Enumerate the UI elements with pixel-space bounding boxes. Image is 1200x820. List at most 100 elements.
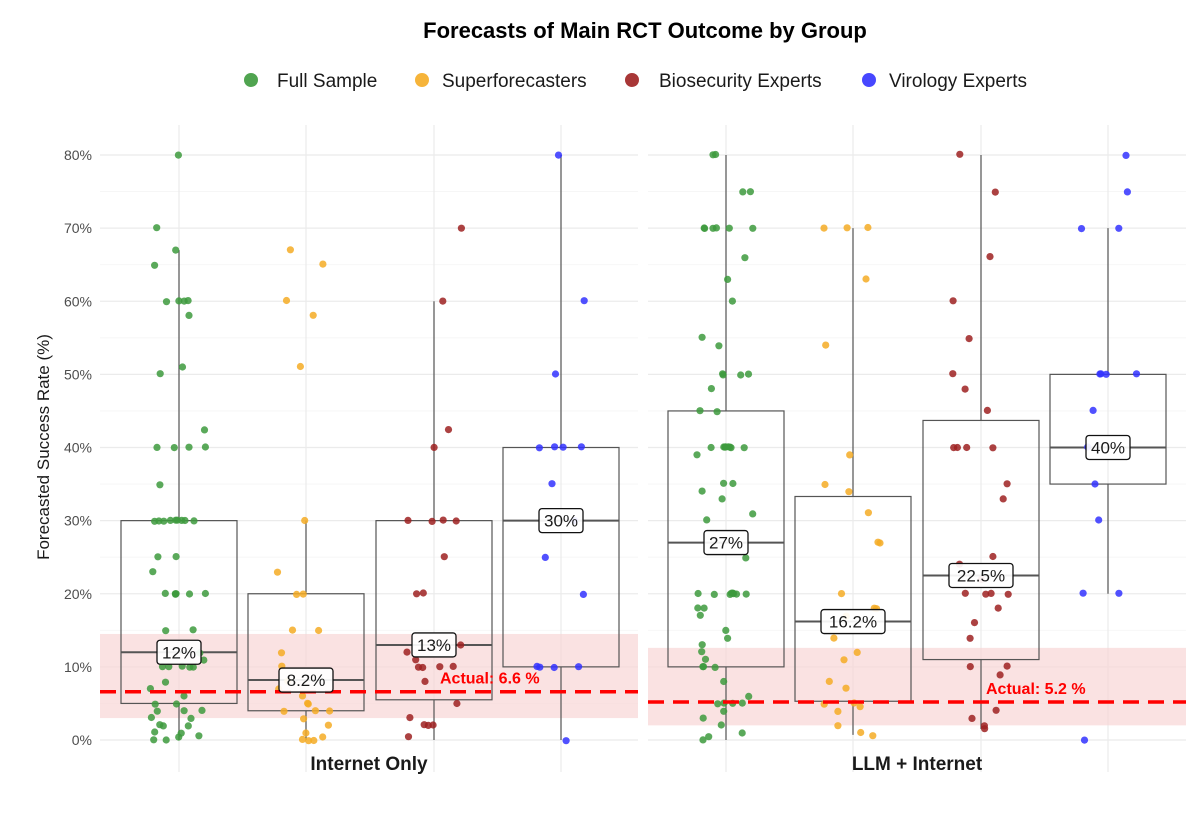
data-point <box>718 495 726 503</box>
data-point <box>961 589 969 597</box>
median-label-box <box>411 632 457 658</box>
data-point <box>153 707 161 715</box>
data-point <box>562 737 570 745</box>
data-point <box>273 568 282 576</box>
median-label-box <box>538 507 584 534</box>
data-point <box>744 370 753 378</box>
data-point <box>966 634 974 642</box>
data-point <box>536 663 544 671</box>
data-point <box>440 553 448 561</box>
data-point <box>699 663 707 671</box>
data-point <box>843 224 851 232</box>
data-point <box>699 736 707 744</box>
data-point <box>698 641 706 649</box>
data-point <box>842 684 850 692</box>
data-point <box>999 495 1007 503</box>
data-point <box>724 275 732 283</box>
legend-label: Virology Experts <box>889 71 1027 92</box>
data-point <box>195 732 203 740</box>
panel-1: Actual: 5.2 % 27% 16.2% 22.5% 40% LLM + Inter… <box>648 125 1186 775</box>
data-point <box>452 517 460 525</box>
data-point <box>698 487 706 495</box>
data-point <box>190 517 198 525</box>
data-point <box>820 224 828 232</box>
data-point <box>178 363 187 371</box>
data-point <box>326 707 334 715</box>
data-point <box>1003 662 1011 670</box>
data-point <box>712 150 720 159</box>
data-point <box>721 443 730 451</box>
data-point <box>404 516 412 525</box>
data-point <box>738 699 746 707</box>
y-tick-label: 50% <box>64 366 92 382</box>
data-point <box>174 151 182 159</box>
data-point <box>822 341 830 349</box>
legend-label: Superforecasters <box>442 71 587 92</box>
data-point <box>282 296 291 305</box>
data-point <box>559 443 567 451</box>
data-point <box>186 663 194 671</box>
data-point <box>439 516 447 524</box>
data-point <box>175 297 183 305</box>
data-point <box>293 590 301 599</box>
data-point <box>700 604 708 612</box>
median-label: 13% <box>417 636 451 655</box>
data-point <box>156 370 164 378</box>
data-point <box>548 480 556 488</box>
median-label-box <box>156 639 202 665</box>
data-point <box>727 444 735 452</box>
data-point <box>310 736 318 745</box>
y-tick-label: 70% <box>64 220 92 236</box>
data-point <box>149 568 157 576</box>
data-point <box>305 737 313 745</box>
data-point <box>419 589 427 597</box>
data-point <box>989 552 997 561</box>
data-point <box>184 297 192 305</box>
data-point <box>200 426 209 434</box>
data-point <box>185 443 193 451</box>
data-point <box>745 692 753 701</box>
data-point <box>457 641 465 649</box>
data-point <box>315 626 323 635</box>
data-point <box>151 728 159 736</box>
data-point <box>720 677 728 686</box>
legend: Full Sample Superforecasters Biosecurity E… <box>244 71 1027 92</box>
data-point <box>277 649 286 657</box>
legend-label: Full Sample <box>277 71 377 92</box>
y-tick-label: 40% <box>64 440 92 456</box>
data-point <box>457 224 465 232</box>
data-point <box>187 714 195 723</box>
data-point <box>737 371 745 379</box>
data-point <box>156 721 164 729</box>
y-tick-label: 0% <box>72 732 92 748</box>
actual-label: Actual: 5.2 % <box>986 681 1086 698</box>
data-point <box>1115 589 1123 597</box>
data-point <box>1077 225 1086 233</box>
facet-label: LLM + Internet <box>852 754 983 775</box>
data-point <box>965 335 973 343</box>
y-axis-title: Forecasted Success Rate (%) <box>34 334 53 560</box>
data-point <box>453 699 461 708</box>
data-point <box>1096 370 1104 378</box>
data-point <box>1080 736 1089 744</box>
data-point <box>707 443 715 452</box>
data-point <box>981 725 989 733</box>
data-point <box>311 707 319 715</box>
data-point <box>413 590 421 598</box>
data-point <box>740 444 748 452</box>
data-point <box>837 590 846 598</box>
data-point <box>834 722 842 730</box>
data-point <box>746 188 755 196</box>
data-point <box>288 626 297 634</box>
data-point <box>165 663 173 671</box>
data-point <box>989 444 997 452</box>
data-point <box>404 733 413 741</box>
y-tick-label: 60% <box>64 293 92 309</box>
data-point <box>738 729 746 737</box>
data-point <box>147 713 155 722</box>
data-point <box>742 554 750 562</box>
legend-marker-1 <box>415 73 429 87</box>
data-point <box>950 444 958 452</box>
data-point <box>162 627 170 635</box>
